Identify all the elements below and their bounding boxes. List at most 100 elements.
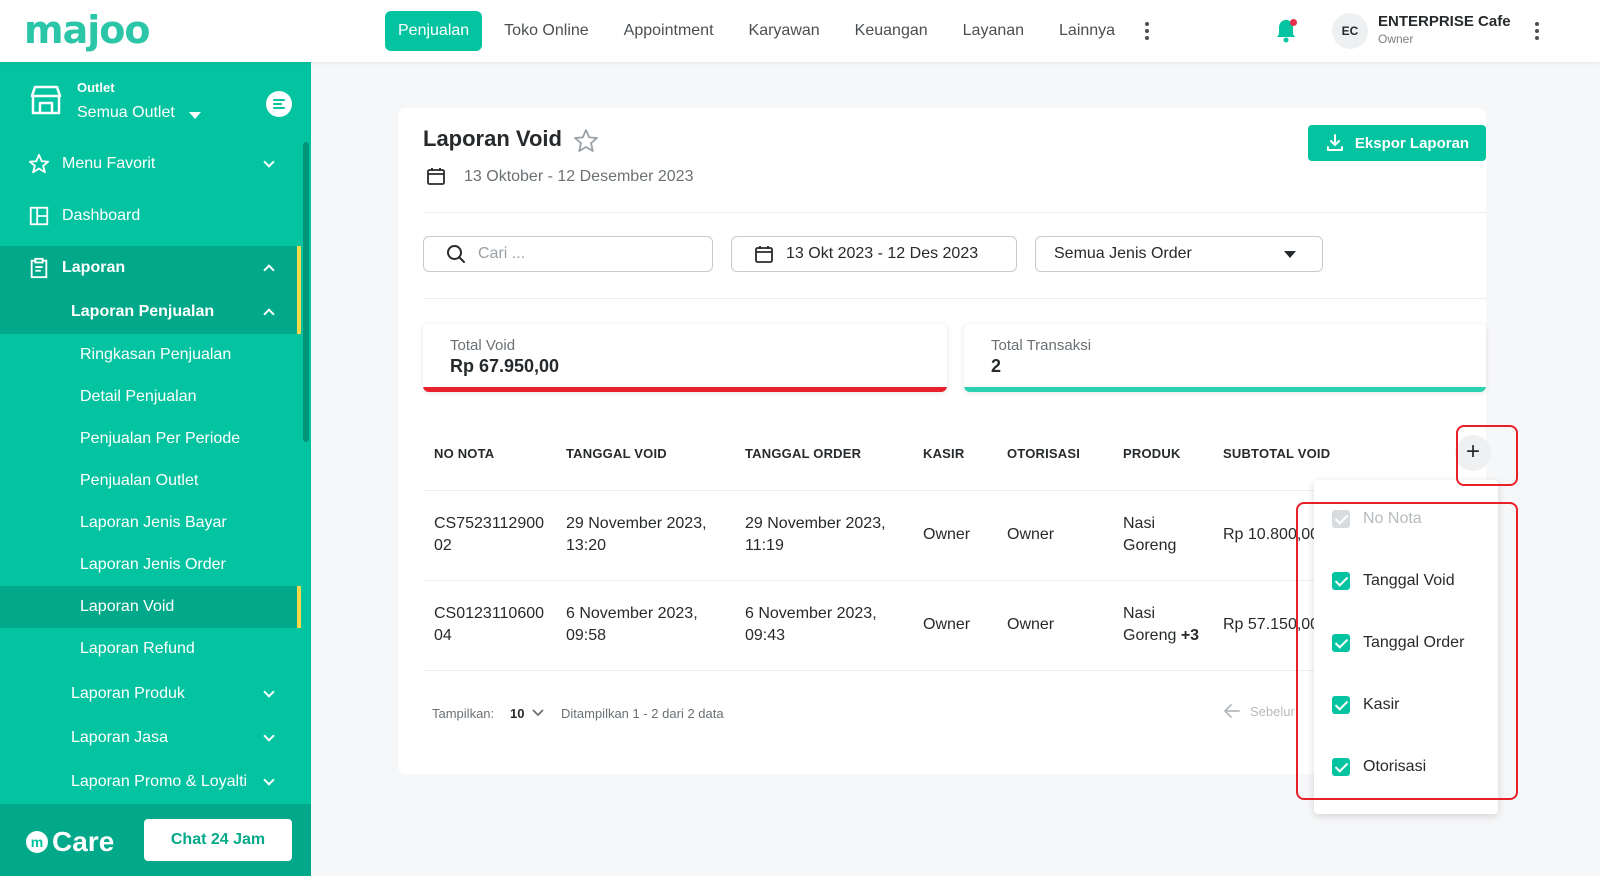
column-header-produk[interactable]: PRODUK (1123, 446, 1181, 461)
nav-toko-online[interactable]: Toko Online (504, 22, 589, 39)
column-header-kasir[interactable]: KASIR (923, 446, 965, 461)
column-option-tanggal-order[interactable]: Tanggal Order (1332, 634, 1464, 652)
notification-bell-icon[interactable] (1274, 18, 1298, 44)
user-menu-icon[interactable] (1527, 11, 1547, 51)
sidebar-item-laporan-promo-loyalti[interactable]: Laporan Promo & Loyalti (0, 760, 301, 804)
care-text: Care (52, 826, 115, 857)
store-icon (30, 85, 62, 115)
sidebar-item-label: Penjualan Outlet (80, 472, 199, 489)
column-header-otorisasi[interactable]: OTORISASI (1007, 446, 1081, 461)
nav-penjualan[interactable]: Penjualan (385, 11, 483, 51)
nav-karyawan[interactable]: Karyawan (748, 22, 820, 39)
clipboard-icon (30, 257, 48, 279)
checkbox[interactable] (1332, 634, 1350, 652)
page-size-select[interactable]: 10 (510, 706, 525, 721)
nav-layanan[interactable]: Layanan (962, 22, 1025, 39)
cell-produk: Nasi Goreng (1123, 515, 1177, 554)
sidebar-item-detail-penjualan[interactable]: Detail Penjualan (0, 376, 301, 418)
column-option-kasir[interactable]: Kasir (1332, 696, 1399, 714)
column-option-tanggal-void[interactable]: Tanggal Void (1332, 572, 1455, 590)
favorite-star-icon[interactable] (573, 128, 599, 154)
cell-tanggal-order: 29 November 2023, 11:19 (745, 515, 886, 554)
sidebar-item-label: Laporan Refund (80, 640, 195, 657)
active-indicator (297, 246, 301, 290)
nav-more-icon[interactable] (1137, 11, 1157, 51)
sidebar-item-ringkasan-penjualan[interactable]: Ringkasan Penjualan (0, 334, 301, 376)
stat-total-transaksi: Total Transaksi 2 (964, 324, 1486, 392)
caret-down-icon[interactable] (189, 112, 201, 119)
cell-otorisasi: Owner (1007, 616, 1055, 633)
user-avatar[interactable]: EC (1332, 13, 1368, 49)
outlet-selector[interactable]: Outlet Semua Outlet (0, 62, 311, 144)
user-name[interactable]: ENTERPRISE Cafe (1378, 13, 1511, 30)
sidebar-item-laporan-refund[interactable]: Laporan Refund (0, 628, 301, 670)
sidebar-item-laporan-jenis-bayar[interactable]: Laporan Jenis Bayar (0, 502, 301, 544)
active-indicator (297, 586, 301, 628)
sidebar-item-menu-favorit[interactable]: Menu Favorit (0, 142, 301, 186)
column-header-tanggal-order[interactable]: TANGGAL ORDER (745, 446, 862, 461)
column-header-no-nota[interactable]: NO NOTA (434, 446, 495, 461)
sidebar-item-dashboard[interactable]: Dashboard (0, 194, 301, 238)
cell-subtotal-void: Rp 10.800,00 (1223, 526, 1320, 543)
cell-tanggal-order: 6 November 2023, 09:43 (745, 605, 877, 644)
order-type-select[interactable]: Semua Jenis Order (1035, 236, 1323, 272)
divider (423, 490, 1486, 491)
nav-lainnya[interactable]: Lainnya (1059, 22, 1116, 39)
column-option-otorisasi[interactable]: Otorisasi (1332, 758, 1426, 776)
calendar-icon (427, 168, 445, 185)
checkbox[interactable] (1332, 696, 1350, 714)
sidebar-item-laporan-produk[interactable]: Laporan Produk (0, 672, 301, 716)
arrow-left-icon (1223, 704, 1240, 718)
option-label: No Nota (1363, 510, 1422, 527)
sidebar-item-laporan-void[interactable]: Laporan Void (0, 586, 301, 628)
export-label: Ekspor Laporan (1354, 134, 1470, 152)
more-products-badge[interactable]: +3 (1180, 627, 1200, 644)
previous-page-button[interactable]: Sebelumnya (1222, 701, 1294, 721)
notification-dot (1290, 19, 1297, 26)
cell-tanggal-void: 29 November 2023, 13:20 (566, 515, 707, 554)
cell-tanggal-void: 6 November 2023, 09:58 (566, 605, 698, 644)
search-input[interactable]: Cari ... (423, 236, 713, 272)
add-column-button[interactable]: + (1455, 435, 1491, 471)
search-icon (447, 245, 465, 263)
chevron-down-icon[interactable] (532, 709, 544, 717)
sidebar: Outlet Semua Outlet Menu Favorit Dashboa… (0, 62, 311, 876)
sidebar-item-penjualan-per-periode[interactable]: Penjualan Per Periode (0, 418, 301, 460)
caret-down-icon (1284, 251, 1296, 258)
checkbox[interactable] (1332, 572, 1350, 590)
majoo-logo[interactable]: majoo (24, 8, 150, 52)
option-label: Tanggal Order (1363, 634, 1465, 651)
sidebar-scrollbar[interactable] (303, 142, 309, 442)
column-visibility-menu: No Nota Tanggal Void Tanggal Order Kasir… (1314, 480, 1498, 814)
sidebar-item-laporan[interactable]: Laporan (0, 246, 301, 290)
sidebar-item-laporan-jasa[interactable]: Laporan Jasa (0, 716, 301, 760)
star-icon (28, 153, 50, 174)
outlet-label: Outlet (77, 80, 115, 95)
nav-appointment[interactable]: Appointment (623, 22, 714, 39)
main-nav: Penjualan Toko Online Appointment Karyaw… (385, 11, 1157, 51)
chevron-down-icon (263, 686, 275, 698)
sidebar-item-penjualan-outlet[interactable]: Penjualan Outlet (0, 460, 301, 502)
sidebar-item-laporan-jenis-order[interactable]: Laporan Jenis Order (0, 544, 301, 586)
care-m-icon: m (26, 831, 48, 853)
pagination-summary: Ditampilkan 1 - 2 dari 2 data (561, 706, 724, 721)
stat-value: 2 (991, 356, 1002, 376)
export-report-button[interactable]: Ekspor Laporan (1308, 125, 1486, 161)
chat-24-jam-button[interactable]: Chat 24 Jam (144, 819, 292, 861)
active-indicator (297, 290, 301, 334)
nav-keuangan[interactable]: Keuangan (854, 22, 928, 39)
outlet-value[interactable]: Semua Outlet (77, 104, 175, 121)
date-range-picker[interactable]: 13 Okt 2023 - 12 Des 2023 (731, 236, 1017, 272)
divider (423, 670, 1486, 671)
checkbox[interactable] (1332, 758, 1350, 776)
collapse-sidebar-icon[interactable] (266, 91, 292, 117)
divider (423, 298, 1486, 299)
column-header-tanggal-void[interactable]: TANGGAL VOID (566, 446, 667, 461)
sidebar-item-label: Laporan Jasa (71, 729, 168, 746)
sidebar-item-laporan-penjualan[interactable]: Laporan Penjualan (0, 290, 301, 334)
divider (423, 212, 1486, 213)
sidebar-item-label: Laporan Void (80, 598, 175, 615)
user-role: Owner (1378, 32, 1414, 46)
column-header-subtotal-void[interactable]: SUBTOTAL VOID (1223, 446, 1331, 461)
column-option-no-nota: No Nota (1332, 510, 1422, 528)
